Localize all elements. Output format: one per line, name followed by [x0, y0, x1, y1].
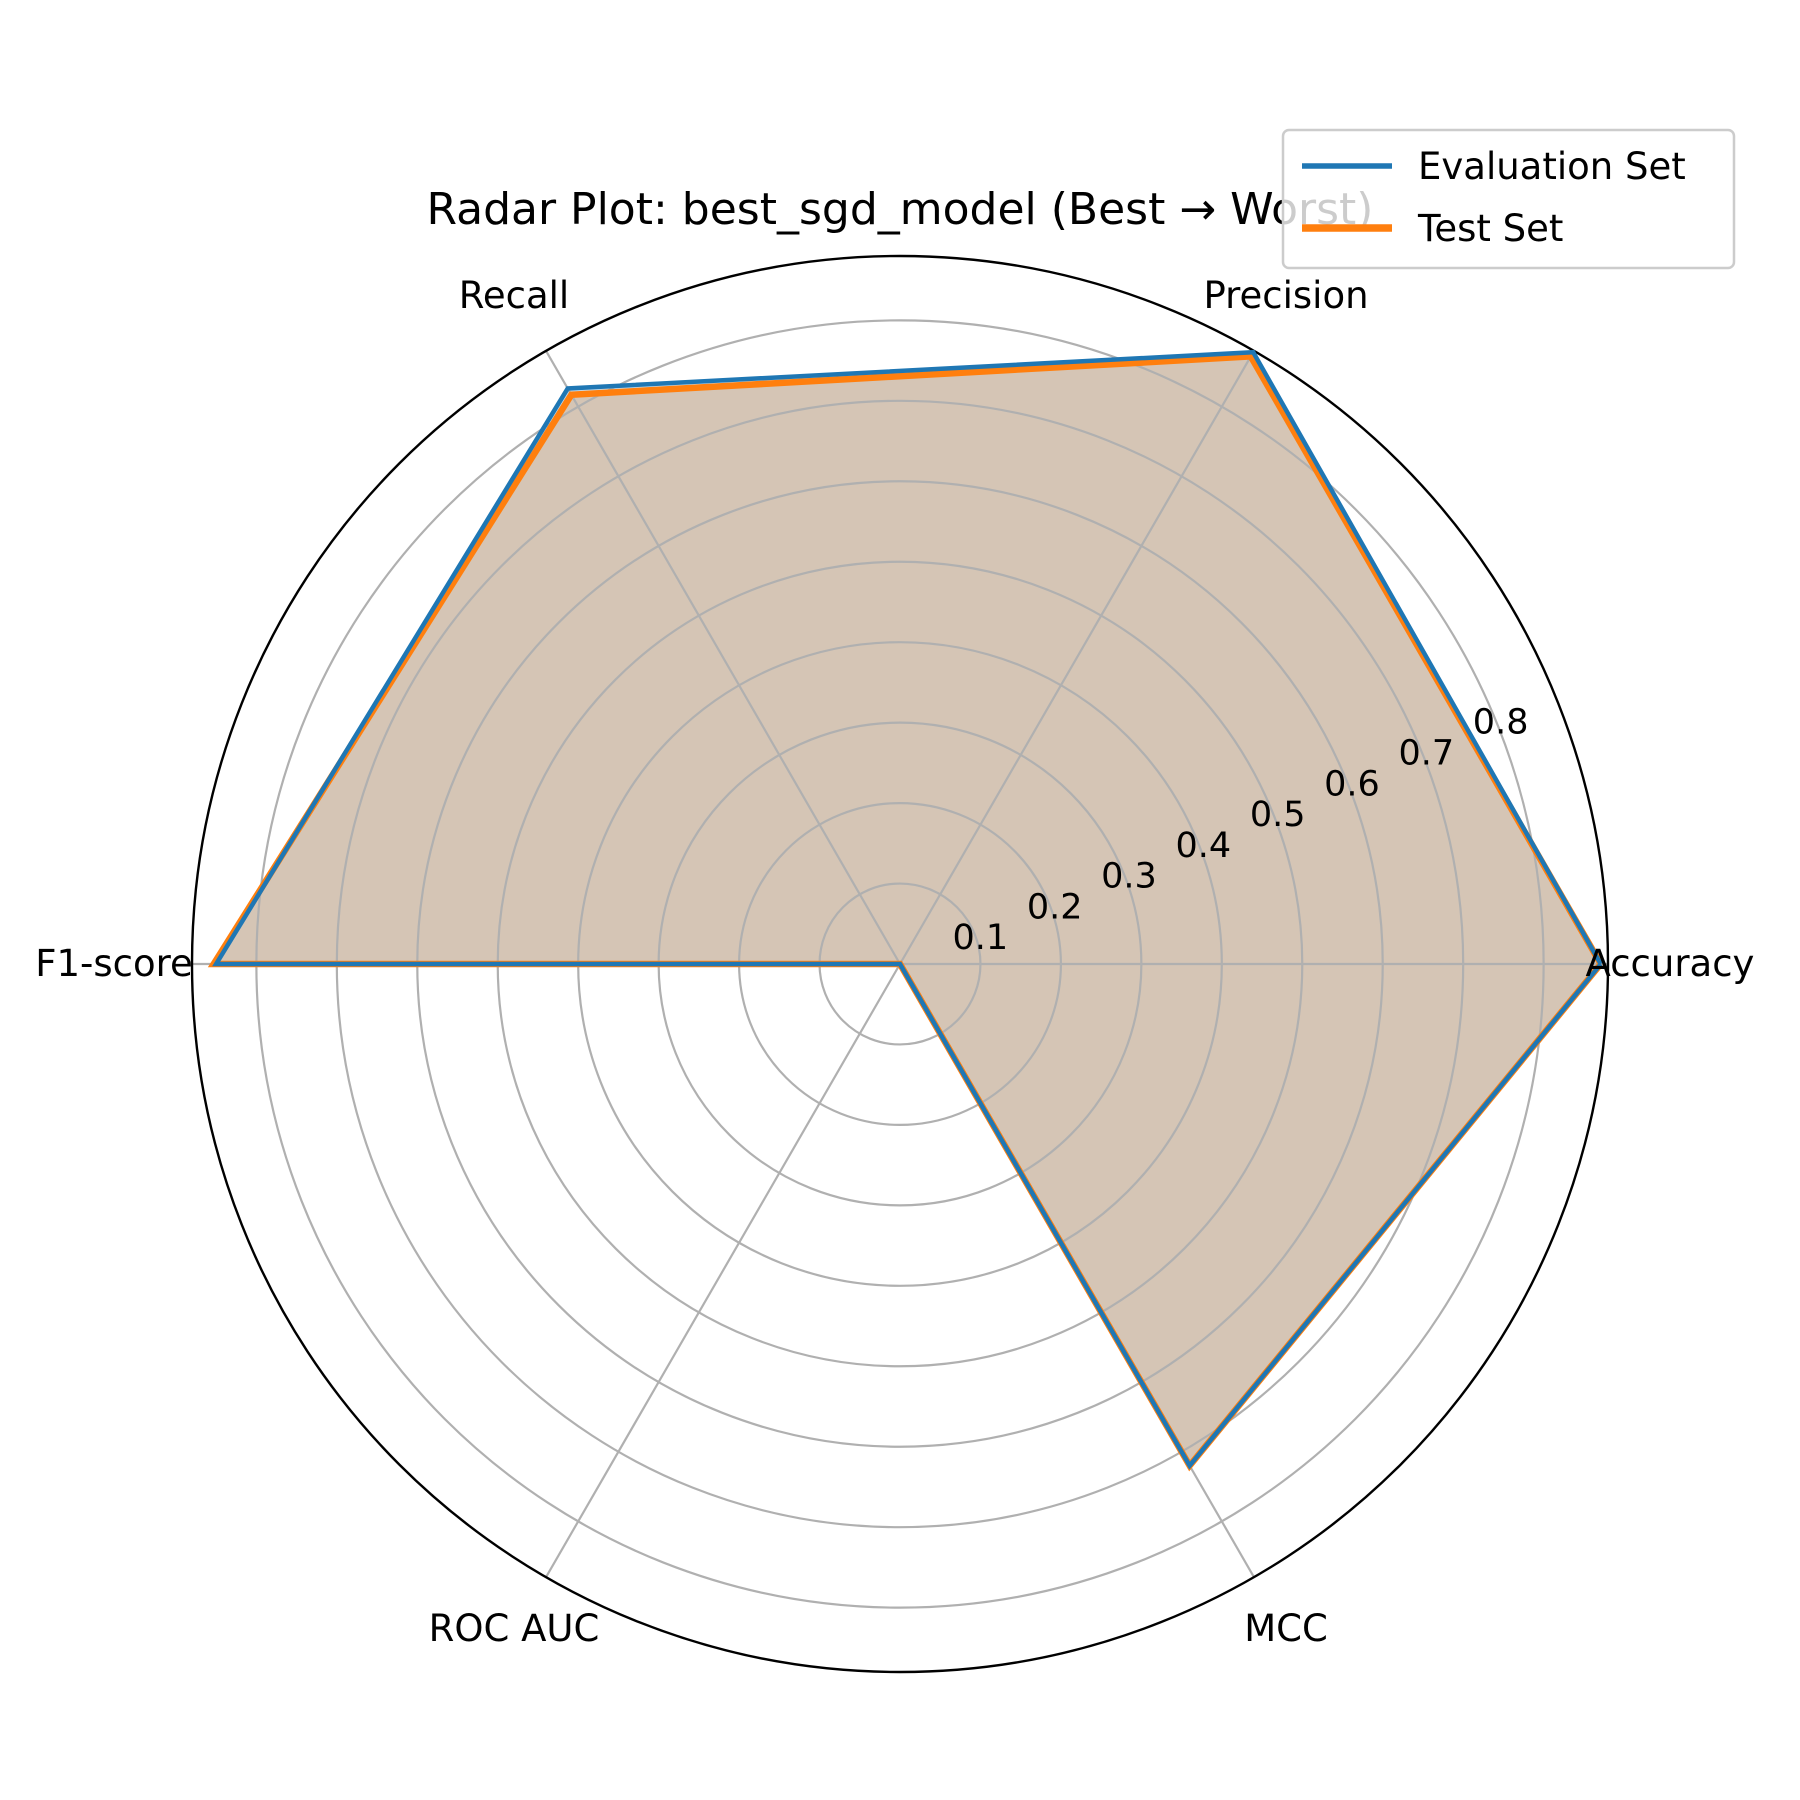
chart-title: Radar Plot: best_sgd_model (Best → Worst…	[427, 184, 1374, 235]
category-labels: Accuracy Precision Recall F1-score ROC AUC MC…	[35, 274, 1754, 1650]
category-label: ROC AUC	[429, 1607, 600, 1650]
radial-tick-label: 0.6	[1324, 764, 1380, 804]
radial-tick-label: 0.4	[1175, 826, 1231, 866]
grid-spoke	[545, 963, 901, 1578]
radial-tick-label: 0.8	[1473, 703, 1529, 743]
category-label: F1-score	[35, 942, 193, 985]
category-label: MCC	[1244, 1607, 1328, 1650]
series-fill-1	[213, 356, 1601, 1466]
legend-box	[1281, 128, 1736, 270]
category-label: Precision	[1203, 274, 1368, 317]
radial-tick-label: 0.5	[1250, 795, 1306, 835]
category-label: Recall	[459, 274, 569, 317]
legend: Evaluation Set Test Set	[1281, 128, 1736, 270]
grid-spoke	[545, 350, 901, 965]
radial-tick-label: 0.2	[1027, 887, 1083, 927]
radial-tick-label: 0.1	[952, 918, 1008, 958]
radial-tick-label: 0.7	[1398, 733, 1454, 773]
fill-layer	[213, 352, 1601, 1466]
series-fill-0	[216, 352, 1601, 1466]
outer-frame	[190, 254, 1610, 1674]
legend-label: Evaluation Set	[1418, 145, 1686, 188]
category-label: Accuracy	[1586, 942, 1755, 985]
series-line-0	[212, 349, 1603, 1470]
tick-labels: 0.1 0.2 0.3 0.4 0.5 0.6 0.7 0.8	[952, 703, 1528, 959]
legend-label: Test Set	[1417, 207, 1563, 250]
series-layer	[207, 349, 1604, 1472]
radial-tick-label: 0.3	[1101, 857, 1157, 897]
grid-spoke	[899, 350, 1255, 965]
